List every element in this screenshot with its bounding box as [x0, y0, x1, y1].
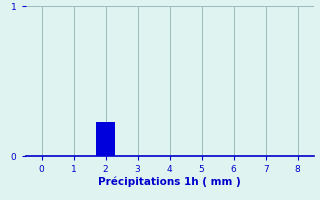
- X-axis label: Précipitations 1h ( mm ): Précipitations 1h ( mm ): [98, 177, 241, 187]
- Bar: [96, 121, 115, 156]
